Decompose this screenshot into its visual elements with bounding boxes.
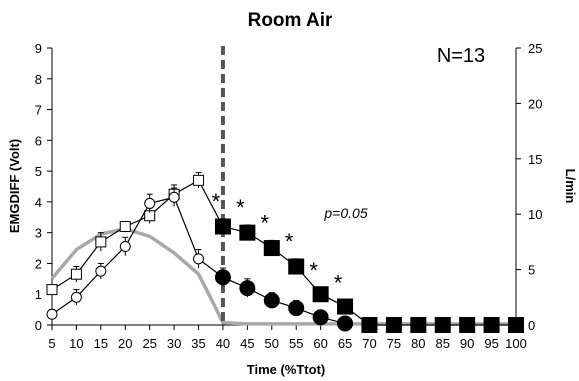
- x-tick-label: 20: [118, 336, 132, 351]
- data-point-square: [459, 317, 476, 333]
- y-right-tick-label: 10: [528, 207, 542, 222]
- data-point-circle: [239, 280, 256, 297]
- data-point-square: [337, 298, 354, 315]
- y-left-tick-label: 7: [35, 103, 42, 118]
- x-tick-label: 80: [411, 336, 425, 351]
- p-value-label: p=0.05: [323, 205, 367, 221]
- y-left-tick-label: 1: [35, 287, 42, 302]
- y-left-tick-label: 5: [35, 164, 42, 179]
- data-point-circle: [288, 300, 305, 317]
- x-tick-label: 10: [69, 336, 83, 351]
- data-point-square: [70, 268, 82, 280]
- x-tick-label: 25: [142, 336, 156, 351]
- significance-star: *: [309, 258, 318, 283]
- y-left-tick-label: 0: [35, 318, 42, 333]
- significance-star: *: [285, 229, 294, 254]
- x-tick-label: 5: [48, 336, 55, 351]
- y-left-tick-label: 3: [35, 226, 42, 241]
- y-right-tick-label: 20: [528, 96, 542, 111]
- data-point-square: [288, 258, 305, 275]
- data-point-square: [119, 221, 131, 233]
- data-point-circle: [144, 197, 156, 209]
- x-tick-label: 90: [460, 336, 474, 351]
- chart-title: Room Air: [248, 10, 333, 31]
- x-tick-label: 40: [216, 336, 230, 351]
- significance-star: *: [236, 195, 245, 220]
- x-tick-label: 50: [265, 336, 279, 351]
- data-point-circle: [168, 191, 180, 203]
- y-left-tick-label: 2: [35, 256, 42, 271]
- data-point-square: [263, 240, 280, 257]
- x-tick-label: 75: [387, 336, 401, 351]
- data-point-circle: [214, 269, 231, 286]
- data-point-square: [361, 317, 378, 333]
- x-axis-label: Time (%Ttot): [247, 362, 325, 377]
- data-point-circle: [119, 241, 131, 253]
- data-point-square: [193, 174, 205, 186]
- y-left-tick-label: 9: [35, 41, 42, 56]
- data-point-square: [312, 286, 329, 303]
- x-tick-label: 70: [362, 336, 376, 351]
- data-point-circle: [312, 309, 329, 326]
- data-point-circle: [46, 308, 58, 320]
- x-tick-label: 55: [289, 336, 303, 351]
- x-tick-label: 95: [484, 336, 498, 351]
- y-left-tick-label: 6: [35, 133, 42, 148]
- data-point-circle: [263, 292, 280, 309]
- data-point-circle: [337, 315, 354, 332]
- x-tick-label: 35: [191, 336, 205, 351]
- data-point-square: [239, 224, 256, 241]
- x-tick-label: 60: [313, 336, 327, 351]
- x-tick-label: 65: [338, 336, 352, 351]
- data-point-circle: [70, 291, 82, 303]
- y-axis-left-label: EMGDIFF (Volt): [7, 139, 22, 233]
- x-tick-label: 45: [240, 336, 254, 351]
- significance-star: *: [212, 189, 221, 214]
- data-point-circle: [193, 253, 205, 265]
- sample-size-label: N=13: [437, 45, 485, 67]
- significance-star: *: [261, 210, 270, 235]
- data-point-square: [214, 218, 231, 235]
- data-point-square: [434, 317, 451, 333]
- data-point-square: [95, 236, 107, 248]
- y-left-tick-label: 4: [35, 195, 42, 210]
- data-point-square: [410, 317, 427, 333]
- x-tick-label: 85: [436, 336, 450, 351]
- y-axis-right-label: L/min: [563, 169, 578, 204]
- data-point-square: [46, 284, 58, 296]
- x-tick-label: 100: [505, 336, 527, 351]
- y-left-tick-label: 8: [35, 72, 42, 87]
- data-point-circle: [95, 265, 107, 277]
- y-right-tick-label: 15: [528, 152, 542, 167]
- data-point-square: [385, 317, 402, 333]
- x-tick-label: 30: [167, 336, 181, 351]
- y-right-tick-label: 0: [528, 318, 535, 333]
- y-right-tick-label: 5: [528, 263, 535, 278]
- significance-star: *: [334, 270, 343, 295]
- y-right-tick-label: 25: [528, 41, 542, 56]
- data-point-square: [483, 317, 500, 333]
- data-point-square: [508, 317, 524, 333]
- x-tick-label: 15: [94, 336, 108, 351]
